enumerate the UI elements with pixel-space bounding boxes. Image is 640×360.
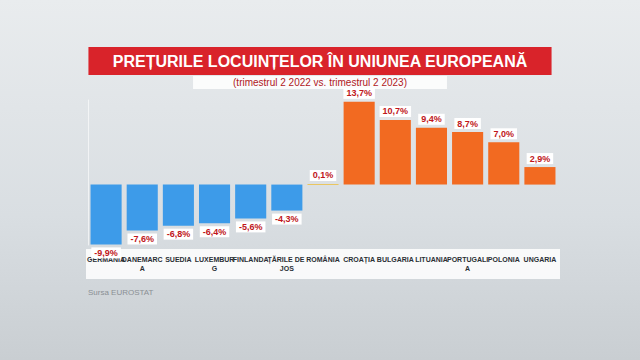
svg-text:PREȚURILE LOCUINȚELOR ÎN UNIUN: PREȚURILE LOCUINȚELOR ÎN UNIUNEA EUROPEA… <box>113 52 528 70</box>
svg-text:(trimestrul 2 2022 vs. trimest: (trimestrul 2 2022 vs. trimestrul 2 2023… <box>233 77 407 88</box>
svg-text:FINLANDA: FINLANDA <box>233 256 269 263</box>
svg-text:7,0%: 7,0% <box>494 129 515 139</box>
svg-text:PORTUGALI: PORTUGALI <box>447 256 488 263</box>
svg-text:-7,6%: -7,6% <box>130 234 154 244</box>
svg-text:G: G <box>212 265 218 272</box>
svg-text:13,7%: 13,7% <box>346 88 372 98</box>
svg-text:A: A <box>140 265 145 272</box>
svg-text:BULGARIA: BULGARIA <box>377 256 414 263</box>
svg-text:A: A <box>465 265 470 272</box>
svg-text:LITUANIA: LITUANIA <box>415 256 448 263</box>
svg-text:-6,8%: -6,8% <box>167 229 191 239</box>
svg-text:-4,3%: -4,3% <box>275 214 299 224</box>
svg-text:CROAȚIA: CROAȚIA <box>343 256 375 264</box>
svg-text:-9,9%: -9,9% <box>94 248 118 258</box>
svg-text:0,1%: 0,1% <box>313 170 334 180</box>
svg-text:JOS: JOS <box>280 265 294 272</box>
svg-text:10,7%: 10,7% <box>383 106 409 116</box>
svg-text:SUEDIA: SUEDIA <box>165 256 191 263</box>
svg-text:8,7%: 8,7% <box>457 119 478 129</box>
svg-text:ȚĂRILE DE: ȚĂRILE DE <box>267 255 306 264</box>
svg-text:LUXEMBUR: LUXEMBUR <box>195 256 235 263</box>
svg-text:-5,6%: -5,6% <box>239 222 263 232</box>
svg-text:DANEMARC: DANEMARC <box>122 256 163 263</box>
svg-text:UNGARIA: UNGARIA <box>524 256 557 263</box>
svg-text:POLONIA: POLONIA <box>488 256 520 263</box>
svg-text:GERMANIA: GERMANIA <box>87 256 126 263</box>
svg-text:9,4%: 9,4% <box>421 114 442 124</box>
svg-text:2,9%: 2,9% <box>530 154 551 164</box>
svg-text:-6,4%: -6,4% <box>203 227 227 237</box>
svg-text:Sursa EUROSTAT: Sursa EUROSTAT <box>88 288 154 297</box>
svg-text:ROMÂNIA: ROMÂNIA <box>306 255 339 263</box>
